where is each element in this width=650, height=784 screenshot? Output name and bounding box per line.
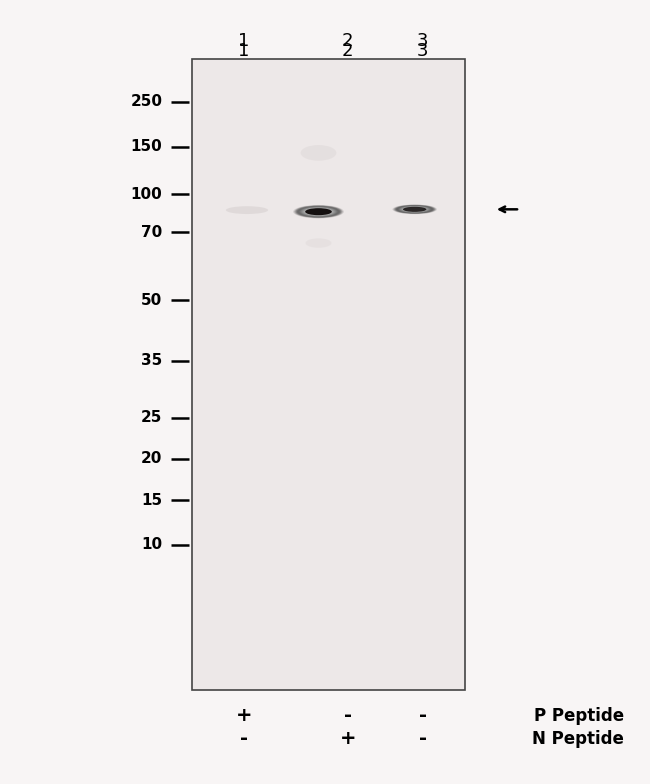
Text: 2: 2	[342, 32, 354, 49]
Text: -: -	[419, 729, 426, 748]
Text: P Peptide: P Peptide	[534, 707, 624, 724]
Ellipse shape	[306, 209, 332, 215]
Text: 25: 25	[141, 410, 162, 426]
Text: 20: 20	[141, 451, 162, 466]
Ellipse shape	[300, 145, 337, 161]
Ellipse shape	[303, 208, 334, 216]
Ellipse shape	[302, 207, 335, 216]
Ellipse shape	[299, 207, 338, 216]
Text: N Peptide: N Peptide	[532, 730, 624, 747]
Text: 10: 10	[142, 537, 162, 553]
Text: 1: 1	[238, 32, 250, 49]
Bar	[192, 59, 465, 690]
Ellipse shape	[393, 205, 436, 214]
Ellipse shape	[308, 209, 329, 215]
Ellipse shape	[402, 207, 427, 212]
Ellipse shape	[398, 205, 432, 213]
Ellipse shape	[399, 206, 430, 212]
Text: 3: 3	[417, 42, 428, 60]
Ellipse shape	[300, 207, 337, 216]
Ellipse shape	[401, 206, 428, 212]
Text: -: -	[240, 729, 248, 748]
Text: 150: 150	[131, 139, 162, 154]
Text: 70: 70	[141, 224, 162, 240]
Text: -: -	[344, 706, 352, 725]
Ellipse shape	[400, 206, 430, 212]
Ellipse shape	[309, 209, 328, 214]
Ellipse shape	[407, 208, 422, 211]
Text: 35: 35	[141, 353, 162, 368]
Ellipse shape	[298, 206, 339, 217]
Ellipse shape	[226, 206, 268, 214]
Ellipse shape	[294, 205, 343, 218]
Text: +: +	[339, 729, 356, 748]
Ellipse shape	[306, 209, 332, 216]
Ellipse shape	[403, 207, 426, 212]
Ellipse shape	[396, 205, 433, 213]
Ellipse shape	[307, 209, 330, 215]
Text: +: +	[235, 706, 252, 725]
Text: 50: 50	[141, 292, 162, 308]
Ellipse shape	[393, 205, 437, 214]
Ellipse shape	[304, 208, 333, 216]
Text: 2: 2	[342, 42, 354, 60]
Ellipse shape	[297, 206, 340, 217]
Ellipse shape	[293, 205, 344, 219]
Ellipse shape	[395, 205, 435, 214]
Ellipse shape	[404, 207, 425, 212]
Text: 1: 1	[238, 42, 250, 60]
Text: 15: 15	[142, 492, 162, 508]
Text: -: -	[419, 706, 426, 725]
Text: 3: 3	[417, 32, 428, 49]
Ellipse shape	[406, 207, 424, 212]
Ellipse shape	[296, 205, 341, 218]
Text: 250: 250	[131, 94, 162, 110]
Ellipse shape	[403, 207, 426, 212]
Ellipse shape	[306, 238, 332, 248]
Ellipse shape	[396, 205, 434, 213]
Text: 100: 100	[131, 187, 162, 202]
